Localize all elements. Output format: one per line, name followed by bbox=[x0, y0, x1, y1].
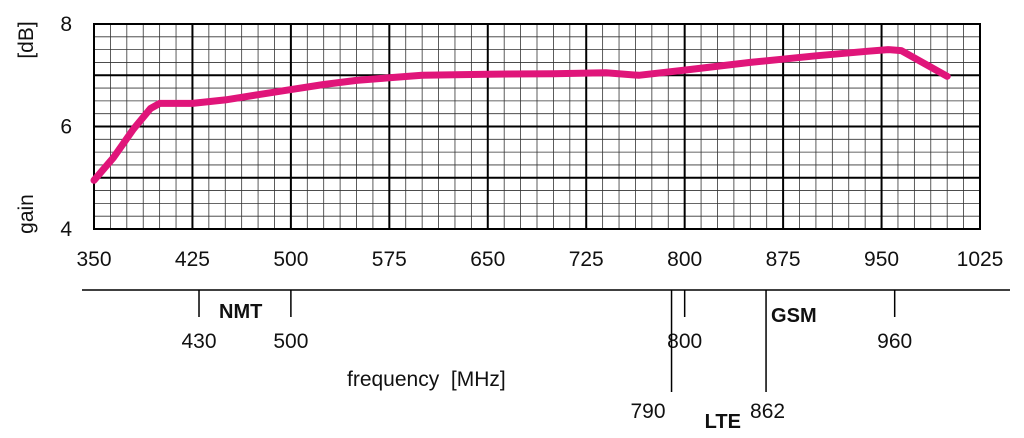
x-tick-label: 800 bbox=[667, 248, 702, 271]
band-name-label: GSM bbox=[771, 305, 817, 327]
y-tick-label: 8 bbox=[60, 13, 72, 36]
y-axis-unit: [dB] bbox=[15, 21, 38, 58]
band-tick-label: 790 bbox=[630, 400, 665, 423]
x-tick-label: 950 bbox=[864, 248, 899, 271]
band-tick-label: 862 bbox=[750, 400, 785, 423]
band-tick-label: 800 bbox=[667, 330, 702, 353]
x-tick-label: 1025 bbox=[957, 248, 1004, 271]
x-tick-label: 575 bbox=[372, 248, 407, 271]
band-tick-label: 430 bbox=[181, 330, 216, 353]
x-tick-label: 350 bbox=[76, 248, 111, 271]
x-tick-label: 650 bbox=[470, 248, 505, 271]
y-tick-label: 4 bbox=[60, 218, 72, 241]
y-tick-label: 6 bbox=[60, 116, 72, 139]
band-tick-label: 500 bbox=[273, 330, 308, 353]
band-ticks: 430 500 800 960 790 862 bbox=[181, 290, 912, 423]
y-tick-labels: 4 6 8 bbox=[60, 13, 72, 241]
gain-series-line bbox=[90, 46, 951, 184]
x-tick-label: 425 bbox=[175, 248, 210, 271]
band-tick-label: 960 bbox=[877, 330, 912, 353]
plot-frame bbox=[93, 23, 981, 230]
x-axis-label: frequency [MHz] bbox=[347, 368, 506, 391]
y-axis-label: gain bbox=[15, 194, 38, 234]
band-name-label: NMT bbox=[219, 301, 262, 323]
x-tick-label: 725 bbox=[569, 248, 604, 271]
x-tick-labels: 350 425 500 575 650 725 800 875 950 1025 bbox=[76, 248, 1003, 271]
x-tick-label: 875 bbox=[766, 248, 801, 271]
x-tick-label: 500 bbox=[273, 248, 308, 271]
band-name-label: LTE bbox=[705, 411, 741, 433]
band-labels: NMT GSM LTE bbox=[219, 301, 817, 433]
